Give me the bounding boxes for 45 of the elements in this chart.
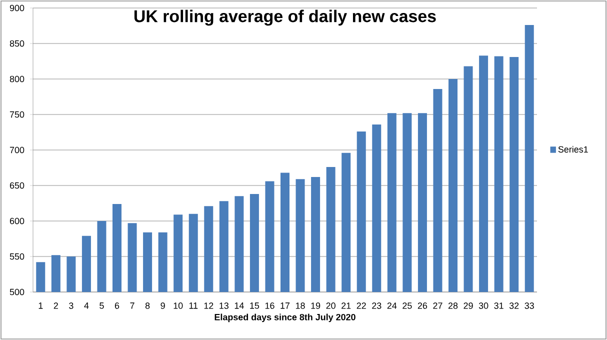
x-tick-label: 19 — [311, 302, 320, 309]
x-tick-label: 3 — [69, 302, 74, 309]
x-tick-label: 11 — [189, 302, 198, 309]
x-tick-label: 23 — [372, 302, 382, 309]
x-tick-label: 33 — [524, 302, 534, 309]
x-tick-label: 1 — [38, 302, 43, 309]
x-tick-label: 9 — [160, 302, 165, 309]
y-tick-label: 550 — [10, 253, 24, 260]
x-tick-label: 24 — [387, 302, 397, 309]
x-axis-title: Elapsed days since 8th July 2020 — [214, 314, 356, 322]
y-tick-label: 850 — [10, 40, 24, 47]
x-tick-label: 22 — [356, 302, 366, 309]
x-tick-label: 15 — [250, 302, 260, 309]
x-tick-label: 10 — [174, 302, 183, 309]
x-tick-label: 14 — [234, 302, 244, 309]
x-tick-label: 12 — [204, 302, 214, 309]
y-tick-label: 700 — [10, 146, 24, 154]
x-tick-label: 20 — [326, 302, 336, 309]
x-tick-label: 16 — [265, 302, 274, 309]
x-tick-label: 8 — [145, 302, 150, 309]
y-tick-label: 650 — [10, 182, 24, 189]
chart-title: UK rolling average of daily new cases — [134, 10, 436, 26]
x-tick-label: 2 — [54, 302, 58, 309]
y-tick-label: 900 — [10, 4, 24, 12]
x-tick-label: 7 — [130, 302, 134, 309]
x-tick-label: 4 — [84, 302, 89, 309]
x-tick-label: 18 — [296, 302, 305, 309]
y-tick-label: 600 — [10, 218, 24, 224]
x-tick-label: 25 — [402, 302, 412, 309]
y-tick-label: 800 — [10, 76, 24, 82]
x-tick-label: 28 — [448, 302, 458, 309]
x-tick-label: 26 — [418, 302, 428, 309]
x-tick-label: 29 — [464, 302, 473, 309]
x-tick-label: 13 — [220, 302, 229, 309]
y-tick-label: 750 — [10, 111, 24, 118]
x-tick-label: 27 — [433, 302, 442, 309]
x-tick-label: 32 — [509, 302, 519, 309]
y-tick-label: 500 — [10, 288, 24, 296]
x-tick-label: 17 — [280, 302, 290, 309]
x-tick-label: 31 — [494, 302, 504, 309]
x-tick-label: 5 — [100, 302, 104, 309]
legend-label: Series1 — [558, 146, 588, 153]
x-tick-label: 6 — [114, 302, 120, 309]
x-tick-label: 30 — [478, 302, 488, 309]
x-tick-label: 21 — [342, 302, 351, 309]
